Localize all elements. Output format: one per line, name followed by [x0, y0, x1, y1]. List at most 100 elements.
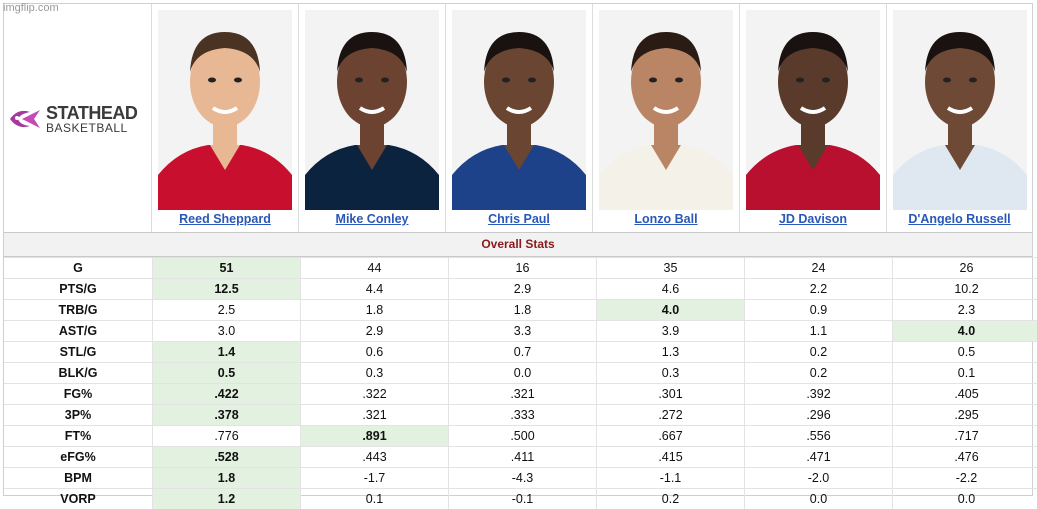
- player-headshot: [893, 10, 1027, 210]
- stat-label: 3P%: [4, 405, 153, 426]
- stat-value: .471: [745, 447, 893, 468]
- stat-row: eFG%.528.443.411.415.471.476: [4, 447, 1037, 468]
- stat-value: 10.2: [893, 279, 1037, 300]
- stat-value: .443: [301, 447, 449, 468]
- player-headshot: [452, 10, 586, 210]
- stat-value: 1.3: [597, 342, 745, 363]
- stat-value: .667: [597, 426, 745, 447]
- stat-value: 2.5: [153, 300, 301, 321]
- stat-value: 3.9: [597, 321, 745, 342]
- stat-value: 1.8: [449, 300, 597, 321]
- stat-value: .301: [597, 384, 745, 405]
- stat-row: FT%.776.891.500.667.556.717: [4, 426, 1037, 447]
- stat-value: 0.6: [301, 342, 449, 363]
- stat-value: 2.3: [893, 300, 1037, 321]
- stat-value: .476: [893, 447, 1037, 468]
- stat-label: TRB/G: [4, 300, 153, 321]
- stat-value: 2.2: [745, 279, 893, 300]
- stat-value: 0.1: [893, 363, 1037, 384]
- stathead-logo[interactable]: STATHEAD BASKETBALL: [8, 104, 137, 134]
- stat-value: -2.0: [745, 468, 893, 489]
- stat-value: .333: [449, 405, 597, 426]
- stat-row: FG%.422.322.321.301.392.405: [4, 384, 1037, 405]
- player-name-link[interactable]: Reed Sheppard: [152, 212, 298, 226]
- stat-value: -1.7: [301, 468, 449, 489]
- stat-value: 35: [597, 258, 745, 279]
- stat-value: .556: [745, 426, 893, 447]
- stat-value: 12.5: [153, 279, 301, 300]
- player-cell: JD Davison: [740, 4, 887, 232]
- stat-value: 0.5: [893, 342, 1037, 363]
- player-headshot: [305, 10, 439, 210]
- player-headshot: [746, 10, 880, 210]
- stat-value: 24: [745, 258, 893, 279]
- stat-label: FG%: [4, 384, 153, 405]
- stat-value: 0.3: [301, 363, 449, 384]
- stat-label: eFG%: [4, 447, 153, 468]
- stat-value: .296: [745, 405, 893, 426]
- stat-value: .392: [745, 384, 893, 405]
- player-cell: D'Angelo Russell: [887, 4, 1032, 232]
- player-name-link[interactable]: JD Davison: [740, 212, 886, 226]
- stat-value: -1.1: [597, 468, 745, 489]
- stat-value: 0.2: [745, 342, 893, 363]
- player-name-link[interactable]: D'Angelo Russell: [887, 212, 1032, 226]
- stat-value: 1.8: [153, 468, 301, 489]
- watermark: imgflip.com: [3, 2, 59, 14]
- player-headshot: [158, 10, 292, 210]
- stat-value: .321: [301, 405, 449, 426]
- stat-value: 51: [153, 258, 301, 279]
- player-cell: Lonzo Ball: [593, 4, 740, 232]
- stat-label: BLK/G: [4, 363, 153, 384]
- stat-value: 0.2: [745, 363, 893, 384]
- stathead-logo-icon: [8, 106, 42, 132]
- stat-value: .321: [449, 384, 597, 405]
- stat-value: 0.7: [449, 342, 597, 363]
- stat-label: PTS/G: [4, 279, 153, 300]
- logo-line2: BASKETBALL: [46, 122, 137, 134]
- stat-label: STL/G: [4, 342, 153, 363]
- stat-value: 2.9: [301, 321, 449, 342]
- stat-label: BPM: [4, 468, 153, 489]
- logo-line1: STATHEAD: [46, 104, 137, 122]
- stat-value: 4.6: [597, 279, 745, 300]
- logo-text: STATHEAD BASKETBALL: [46, 104, 137, 134]
- stat-value: .415: [597, 447, 745, 468]
- stat-value: 16: [449, 258, 597, 279]
- stat-value: 26: [893, 258, 1037, 279]
- player-name-link[interactable]: Chris Paul: [446, 212, 592, 226]
- stat-value: .322: [301, 384, 449, 405]
- player-name-link[interactable]: Mike Conley: [299, 212, 445, 226]
- stat-value: 3.3: [449, 321, 597, 342]
- stat-value: .405: [893, 384, 1037, 405]
- stat-label: FT%: [4, 426, 153, 447]
- stat-value: .528: [153, 447, 301, 468]
- stat-value: .378: [153, 405, 301, 426]
- player-name-link[interactable]: Lonzo Ball: [593, 212, 739, 226]
- stat-value: .295: [893, 405, 1037, 426]
- stat-value: 4.0: [893, 321, 1037, 342]
- stat-value: -4.3: [449, 468, 597, 489]
- stat-value: 4.4: [301, 279, 449, 300]
- stat-label: G: [4, 258, 153, 279]
- stat-value: 0.0: [449, 363, 597, 384]
- player-headshot: [599, 10, 733, 210]
- stat-value: 3.0: [153, 321, 301, 342]
- stat-value: .717: [893, 426, 1037, 447]
- stat-row: 3P%.378.321.333.272.296.295: [4, 405, 1037, 426]
- stat-value: 4.0: [597, 300, 745, 321]
- stat-value: .776: [153, 426, 301, 447]
- stat-value: .891: [301, 426, 449, 447]
- stat-value: 44: [301, 258, 449, 279]
- stat-value: 1.8: [301, 300, 449, 321]
- stat-value: 0.9: [745, 300, 893, 321]
- stat-value: 0.3: [597, 363, 745, 384]
- player-cell: Mike Conley: [299, 4, 446, 232]
